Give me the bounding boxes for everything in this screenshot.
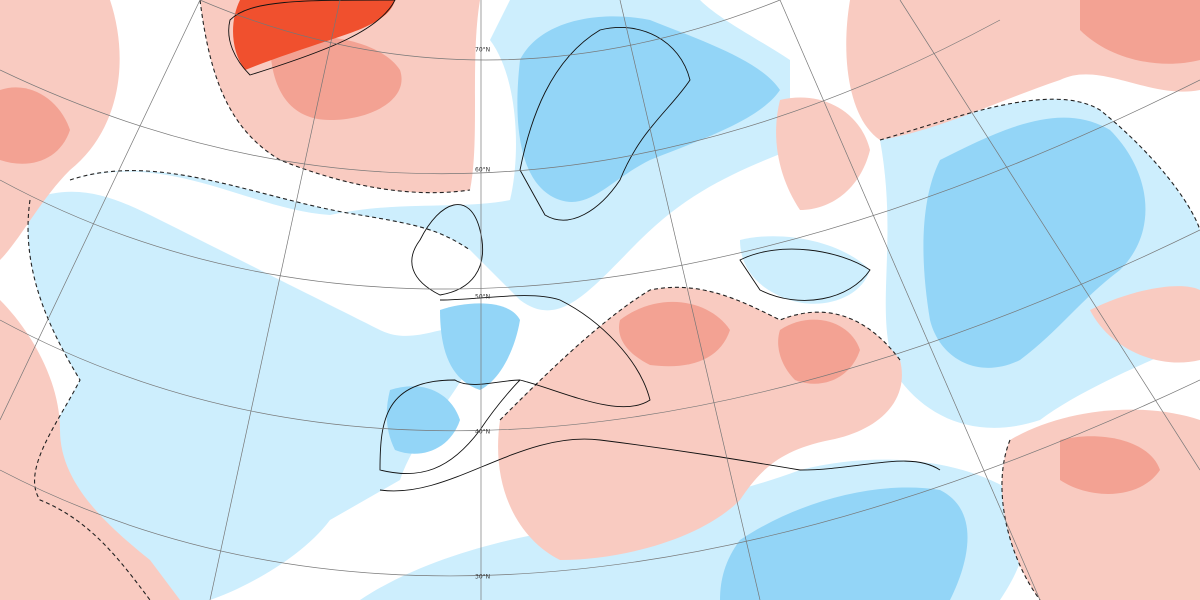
iberia-blue xyxy=(386,386,460,454)
africa-coast xyxy=(379,438,941,492)
contour xyxy=(27,199,151,600)
baltic-east-red xyxy=(776,97,870,210)
atlantic-blue xyxy=(28,191,472,600)
latitude-label: 70°N xyxy=(475,47,490,54)
greenland-dark-red xyxy=(233,0,395,70)
latitude-label: 40°N xyxy=(475,429,490,436)
greenland-coast xyxy=(228,0,396,76)
west-atlantic-red xyxy=(0,300,180,600)
parallel xyxy=(199,0,781,61)
meridian xyxy=(0,0,201,421)
medium-blue-areas xyxy=(386,16,1146,600)
gulf-red xyxy=(1060,436,1160,494)
latitude-label: 30°N xyxy=(475,574,490,581)
parallel xyxy=(0,79,1200,290)
siberia-red xyxy=(1080,0,1200,64)
meridian xyxy=(619,0,761,600)
latitude-label: 50°N xyxy=(475,294,490,301)
kazakh-red xyxy=(1090,286,1200,363)
parallel xyxy=(0,229,1200,432)
france-blue xyxy=(440,303,520,390)
meridian xyxy=(209,0,341,600)
latitude-label: 60°N xyxy=(475,167,490,174)
scandinavia-blue xyxy=(517,16,780,202)
black-sea-blue xyxy=(740,236,870,304)
contour xyxy=(69,170,471,251)
europe-coast xyxy=(379,295,651,475)
parallel xyxy=(0,379,1200,577)
meridian xyxy=(899,0,1200,471)
coastlines xyxy=(228,0,941,492)
labrador-red xyxy=(0,87,70,164)
balkan-red xyxy=(619,301,730,367)
black-sea-coast xyxy=(739,248,871,301)
contour xyxy=(1001,439,1041,600)
contour xyxy=(499,286,901,421)
britain-coast xyxy=(411,204,484,296)
caspian-blue xyxy=(923,117,1146,368)
meridian xyxy=(779,0,1041,600)
sahara-blue xyxy=(720,487,968,600)
scandinavia-coast xyxy=(519,27,691,221)
graticule-labels: 70°N 60°N 50°N 40°N 30°N xyxy=(475,47,490,581)
turkey-red xyxy=(778,319,860,384)
parallel xyxy=(0,19,1001,175)
